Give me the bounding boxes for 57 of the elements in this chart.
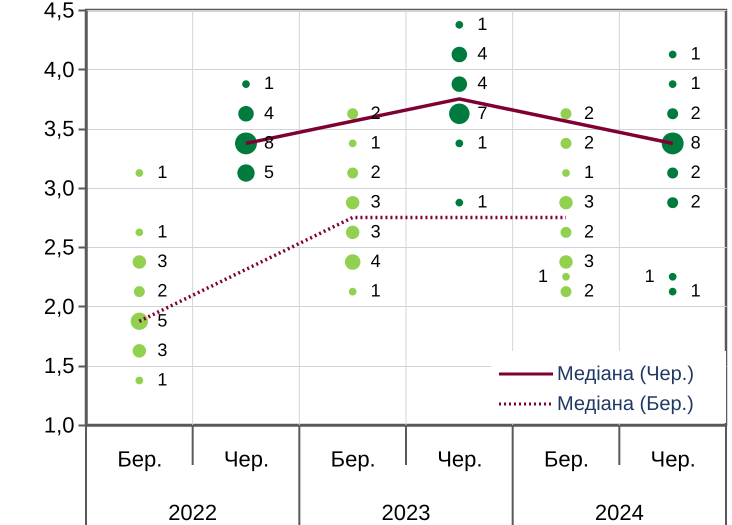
x-tick-label: Бер. bbox=[117, 446, 162, 472]
y-tick-label: 2,0 bbox=[44, 294, 74, 319]
y-tick-label: 3,5 bbox=[44, 116, 74, 142]
data-label: 5 bbox=[157, 310, 168, 330]
data-label: 4 bbox=[477, 43, 488, 64]
legend-label: Медіана (Чер.) bbox=[557, 363, 694, 385]
x-tick-label: Чер. bbox=[650, 446, 696, 472]
legend-label: Медіана (Бер.) bbox=[557, 393, 694, 415]
data-label: 3 bbox=[370, 221, 381, 242]
y-tick-label: 4,0 bbox=[44, 56, 74, 82]
data-label: 3 bbox=[370, 192, 381, 212]
data-label: 1 bbox=[690, 43, 701, 64]
data-label: 1 bbox=[584, 162, 594, 182]
data-label: 1 bbox=[157, 162, 168, 182]
data-label: 2 bbox=[157, 280, 168, 301]
data-label: 1 bbox=[690, 280, 701, 301]
data-label: 1 bbox=[538, 266, 548, 286]
data-label: 3 bbox=[157, 250, 168, 271]
data-label: 1 bbox=[644, 266, 655, 286]
data-label: 2 bbox=[690, 102, 701, 123]
data-label: 8 bbox=[690, 132, 701, 152]
x-tick-label: Бер. bbox=[330, 446, 376, 472]
x-tick-label: Чер. bbox=[224, 446, 270, 472]
data-label: 1 bbox=[157, 370, 168, 390]
data-label: 1 bbox=[157, 221, 168, 242]
data-label: 2 bbox=[584, 132, 594, 152]
y-tick-label: 3,0 bbox=[44, 175, 74, 200]
y-tick-label: 1,0 bbox=[44, 412, 74, 438]
data-label: 7 bbox=[477, 102, 488, 123]
data-label: 2 bbox=[690, 162, 701, 182]
data-label: 4 bbox=[477, 73, 488, 94]
data-label: 2 bbox=[584, 221, 594, 242]
y-tick-label: 4,5 bbox=[44, 0, 74, 22]
text: 2023 bbox=[382, 500, 430, 525]
data-label: 4 bbox=[370, 250, 381, 271]
data-label: 1 bbox=[477, 14, 488, 34]
data-label: 2 bbox=[584, 102, 594, 123]
data-label: 1 bbox=[370, 280, 381, 301]
data-label: 2 bbox=[690, 192, 701, 212]
data-label: 3 bbox=[584, 250, 594, 271]
data-label: 4 bbox=[264, 102, 274, 123]
data-label: 1 bbox=[370, 132, 381, 152]
data-label: 2 bbox=[370, 162, 381, 182]
data-label: 1 bbox=[477, 192, 488, 212]
data-label: 2 bbox=[584, 280, 594, 301]
x-tick-label: Чер. bbox=[437, 446, 482, 472]
data-label: 1 bbox=[477, 132, 488, 152]
y-tick-label: 1,5 bbox=[44, 353, 74, 378]
y-tick-label: 2,5 bbox=[44, 234, 74, 260]
data-label: 1 bbox=[690, 73, 701, 94]
text: 2024 bbox=[594, 500, 644, 525]
data-label: 3 bbox=[157, 340, 168, 360]
x-tick-label: Бер. bbox=[544, 446, 590, 472]
data-label: 1 bbox=[264, 73, 274, 94]
text: 2022 bbox=[168, 500, 218, 525]
data-label: 5 bbox=[264, 162, 274, 182]
data-label: 3 bbox=[584, 192, 594, 212]
